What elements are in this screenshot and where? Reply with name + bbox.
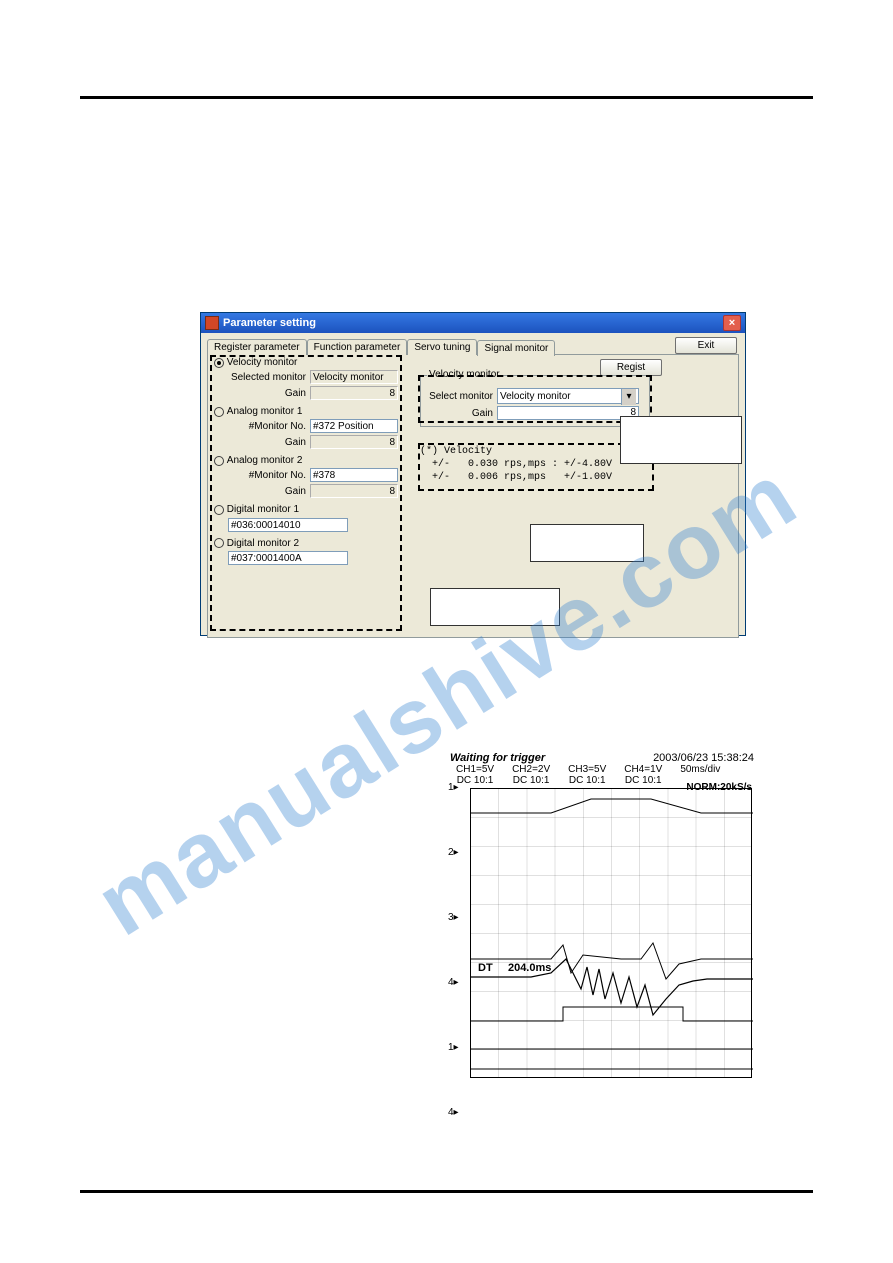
value-selected-monitor: Velocity monitor <box>310 370 398 384</box>
callout-box-1 <box>620 416 742 464</box>
scope-ch4: CH4=1V DC 10:1 <box>624 764 662 786</box>
close-button[interactable]: × <box>723 315 741 331</box>
monitor-selector-column: Velocity monitor Selected monitor Veloci… <box>214 357 400 567</box>
tab-strip: Register parameter Function parameter Se… <box>207 339 739 355</box>
value-gain-0: 8 <box>310 386 398 400</box>
scope-ch1-name: CH1=5V <box>456 764 494 775</box>
scope-marker-1: 1▸ <box>448 782 459 793</box>
radio-analog-monitor-2[interactable] <box>214 456 224 466</box>
regist-button[interactable]: Regist <box>600 359 662 376</box>
velocity-info-text: (*) Velocity +/- 0.030 rps,mps : +/-4.80… <box>420 445 652 484</box>
scope-dt: DT 204.0ms <box>478 962 551 974</box>
tab-servo-tuning[interactable]: Servo tuning <box>407 339 477 355</box>
radio-label-analog1: Analog monitor 1 <box>227 406 303 417</box>
velocity-group-legend: Velocity monitor <box>427 369 502 380</box>
input-monitor-no-2[interactable]: #378 Commanded d <box>310 468 398 482</box>
scope-timestamp: 2003/06/23 15:38:24 <box>653 752 754 764</box>
radio-label-digital1: Digital monitor 1 <box>227 504 299 515</box>
trace-ch1 <box>471 799 753 813</box>
tab-register-parameter[interactable]: Register parameter <box>207 339 307 355</box>
window-titlebar: Parameter setting × <box>201 313 745 333</box>
velocity-monitor-group: Velocity monitor Select monitor Velocity… <box>420 375 650 427</box>
scope-traces-svg <box>471 789 753 1079</box>
bottom-rule <box>80 1190 813 1193</box>
label-vgain: Gain <box>425 408 493 419</box>
label-gain-1: Gain <box>228 437 306 448</box>
scope-marker-2: 2▸ <box>448 847 459 858</box>
scope-status: Waiting for trigger <box>450 752 545 764</box>
scope-marker-3: 3▸ <box>448 912 459 923</box>
top-rule <box>80 96 813 99</box>
radio-digital-monitor-1[interactable] <box>214 505 224 515</box>
tab-function-parameter[interactable]: Function parameter <box>307 339 408 355</box>
scope-ch4-name: CH4=1V <box>624 764 662 775</box>
scope-ch1: CH1=5V DC 10:1 <box>456 764 494 786</box>
callout-box-2 <box>530 524 644 562</box>
scope-marker-4: 4▸ <box>448 977 459 988</box>
radio-analog-monitor-1[interactable] <box>214 407 224 417</box>
scope-marker-6: 4▸ <box>448 1107 459 1118</box>
scope-ch4-sub: DC 10:1 <box>625 775 662 786</box>
oscilloscope-panel: Waiting for trigger 2003/06/23 15:38:24 … <box>448 752 756 1094</box>
scope-ch1-sub: DC 10:1 <box>457 775 494 786</box>
label-gain-2: Gain <box>228 486 306 497</box>
trace-ch4 <box>471 1007 753 1021</box>
input-digital-2[interactable]: #037:0001400A <box>228 551 348 565</box>
radio-label-digital2: Digital monitor 2 <box>227 538 299 549</box>
label-select-monitor: Select monitor <box>425 391 493 402</box>
value-gain-1: 8 <box>310 435 398 449</box>
select-monitor-dropdown[interactable]: Velocity monitor <box>497 388 639 404</box>
input-digital-1[interactable]: #036:00014010 <box>228 518 348 532</box>
scope-ch3: CH3=5V DC 10:1 <box>568 764 606 786</box>
radio-label-velocity: Velocity monitor <box>227 357 298 368</box>
label-monitor-no-1: #Monitor No. <box>228 421 306 432</box>
value-gain-2: 8 <box>310 484 398 498</box>
scope-grid <box>470 788 752 1078</box>
radio-velocity-monitor[interactable] <box>214 358 224 368</box>
radio-digital-monitor-2[interactable] <box>214 538 224 548</box>
scope-ch2-sub: DC 10:1 <box>513 775 550 786</box>
tab-signal-monitor[interactable]: Signal monitor <box>477 340 555 356</box>
scope-dt-label: DT <box>478 962 493 974</box>
input-vgain[interactable]: 8 <box>497 406 639 420</box>
scope-ch3-name: CH3=5V <box>568 764 606 775</box>
scope-ch2: CH2=2V DC 10:1 <box>512 764 550 786</box>
scope-dt-value: 204.0ms <box>508 962 551 974</box>
scope-left-markers: 1▸ 2▸ 3▸ 4▸ 1▸ 4▸ <box>448 782 459 1118</box>
window-title: Parameter setting <box>223 317 316 329</box>
label-gain-0: Gain <box>228 388 306 399</box>
scope-header: Waiting for trigger 2003/06/23 15:38:24 <box>448 752 756 764</box>
input-monitor-no-1[interactable]: #372 Position error <box>310 419 398 433</box>
radio-label-analog2: Analog monitor 2 <box>227 455 303 466</box>
scope-ch2-name: CH2=2V <box>512 764 550 775</box>
app-icon <box>205 316 219 330</box>
label-selected-monitor: Selected monitor <box>228 372 306 383</box>
scope-marker-5: 1▸ <box>448 1042 459 1053</box>
scope-ch3-sub: DC 10:1 <box>569 775 606 786</box>
callout-box-3 <box>430 588 560 626</box>
label-monitor-no-2: #Monitor No. <box>228 470 306 481</box>
scope-timebase-value: 50ms/div <box>680 764 720 775</box>
